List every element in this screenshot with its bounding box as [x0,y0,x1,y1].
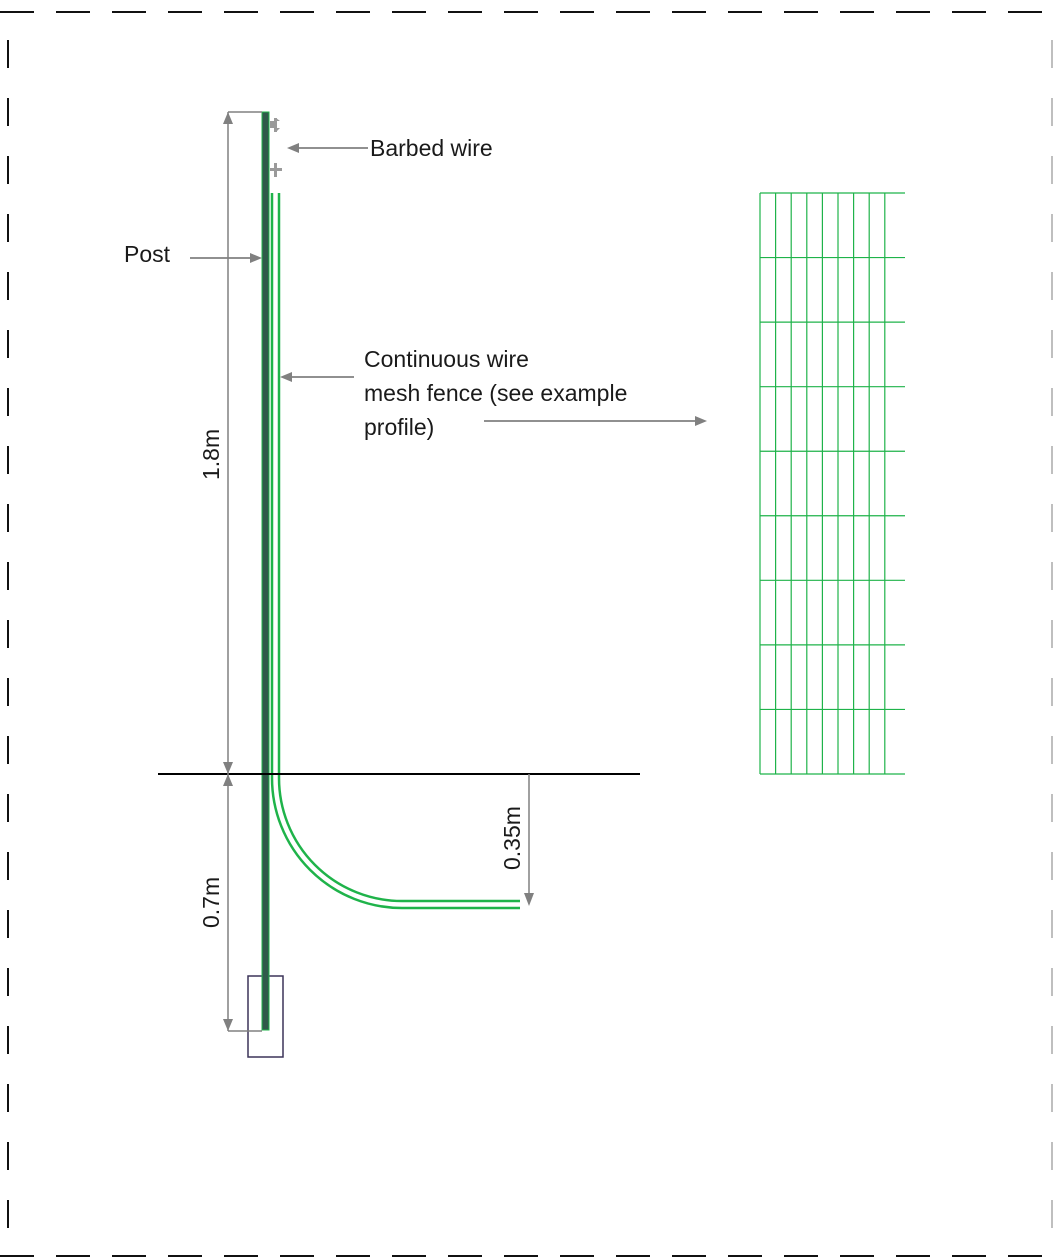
dimension-label-1-8m: 1.8m [198,429,224,480]
dashed-border [0,11,1057,1257]
depth-dimension [524,774,534,906]
post [261,111,270,1031]
height-dimension [223,111,262,1032]
mesh-fence-profile [270,193,520,910]
mesh-example-grid [759,192,905,775]
callout-arrows [190,143,707,426]
mesh-label-line-1: Continuous wire [364,346,529,372]
barbed-wire-marks [270,118,282,177]
dimension-label-0-35m: 0.35m [499,806,525,870]
post-label: Post [124,241,171,267]
mesh-label-line-2: mesh fence (see example [364,380,627,406]
dimension-label-0-7m: 0.7m [198,877,224,928]
barbed-wire-label: Barbed wire [370,135,493,161]
mesh-label-line-3: profile) [364,414,434,440]
